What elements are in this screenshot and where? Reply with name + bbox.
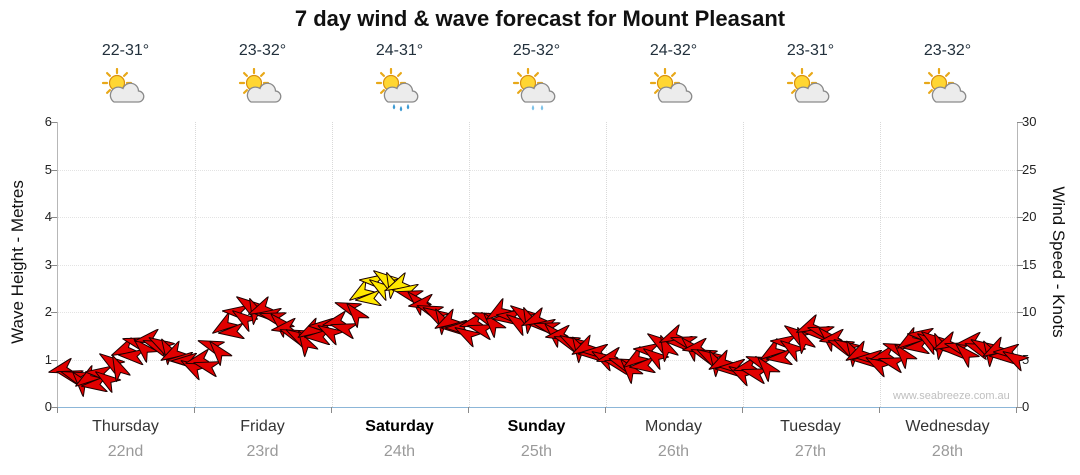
- day-date: 24th: [383, 443, 416, 460]
- temperature-range: 24-31°: [375, 42, 424, 59]
- day-date: 26th: [657, 443, 690, 460]
- weather-icon-partly-cloudy: [100, 67, 152, 120]
- weather-icon-partly-cloudy: [648, 67, 700, 120]
- day-date: 27th: [794, 443, 827, 460]
- day-name: Thursday: [92, 418, 159, 435]
- day-boundary-gridline: [195, 122, 196, 407]
- temperature-range: 23-31°: [786, 42, 835, 59]
- left-tick-label: 0: [44, 399, 52, 414]
- right-axis-title: Wind Speed - Knots: [1049, 186, 1068, 338]
- day-name: Friday: [240, 418, 285, 435]
- day-name: Sunday: [507, 418, 566, 435]
- right-tick-label: 30: [1022, 114, 1037, 129]
- h-gridline: [58, 312, 1017, 313]
- right-tick-label: 0: [1022, 399, 1030, 414]
- day-boundary-gridline: [469, 122, 470, 407]
- temperature-range: 23-32°: [238, 42, 287, 59]
- day-date: 23rd: [246, 443, 279, 460]
- weather-icon-partly-cloudy: [785, 67, 837, 120]
- h-gridline: [58, 217, 1017, 218]
- day-date: 22nd: [107, 443, 144, 460]
- weather-icon-partly-cloudy-rain: [374, 67, 426, 120]
- day-boundary-gridline: [743, 122, 744, 407]
- temperature-range: 24-32°: [649, 42, 698, 59]
- day-boundary-gridline: [606, 122, 607, 407]
- left-tick-label: 6: [44, 114, 52, 129]
- h-gridline: [58, 264, 1017, 266]
- temperature-range: 23-32°: [923, 42, 972, 59]
- temperature-range: 25-32°: [512, 42, 561, 59]
- weather-icon-partly-cloudy: [922, 67, 974, 120]
- weather-icon-partly-cloudy-shower: [511, 67, 563, 120]
- day-boundary-gridline: [332, 122, 333, 407]
- day-boundary-gridline: [880, 122, 881, 407]
- temperature-range: 22-31°: [101, 42, 150, 59]
- plot-area: [57, 122, 1018, 408]
- day-name: Wednesday: [905, 418, 990, 435]
- day-date: 28th: [931, 443, 964, 460]
- watermark: www.seabreeze.com.au: [893, 390, 1010, 402]
- day-name: Monday: [645, 418, 702, 435]
- weather-icon-partly-cloudy: [237, 67, 289, 120]
- day-name: Tuesday: [780, 418, 841, 435]
- chart-title: 7 day wind & wave forecast for Mount Ple…: [294, 6, 786, 31]
- h-gridline: [58, 169, 1017, 171]
- left-axis-title: Wave Height - Metres: [8, 180, 27, 344]
- h-gridline: [58, 359, 1017, 361]
- day-name: Saturday: [365, 418, 434, 435]
- day-date: 25th: [520, 443, 553, 460]
